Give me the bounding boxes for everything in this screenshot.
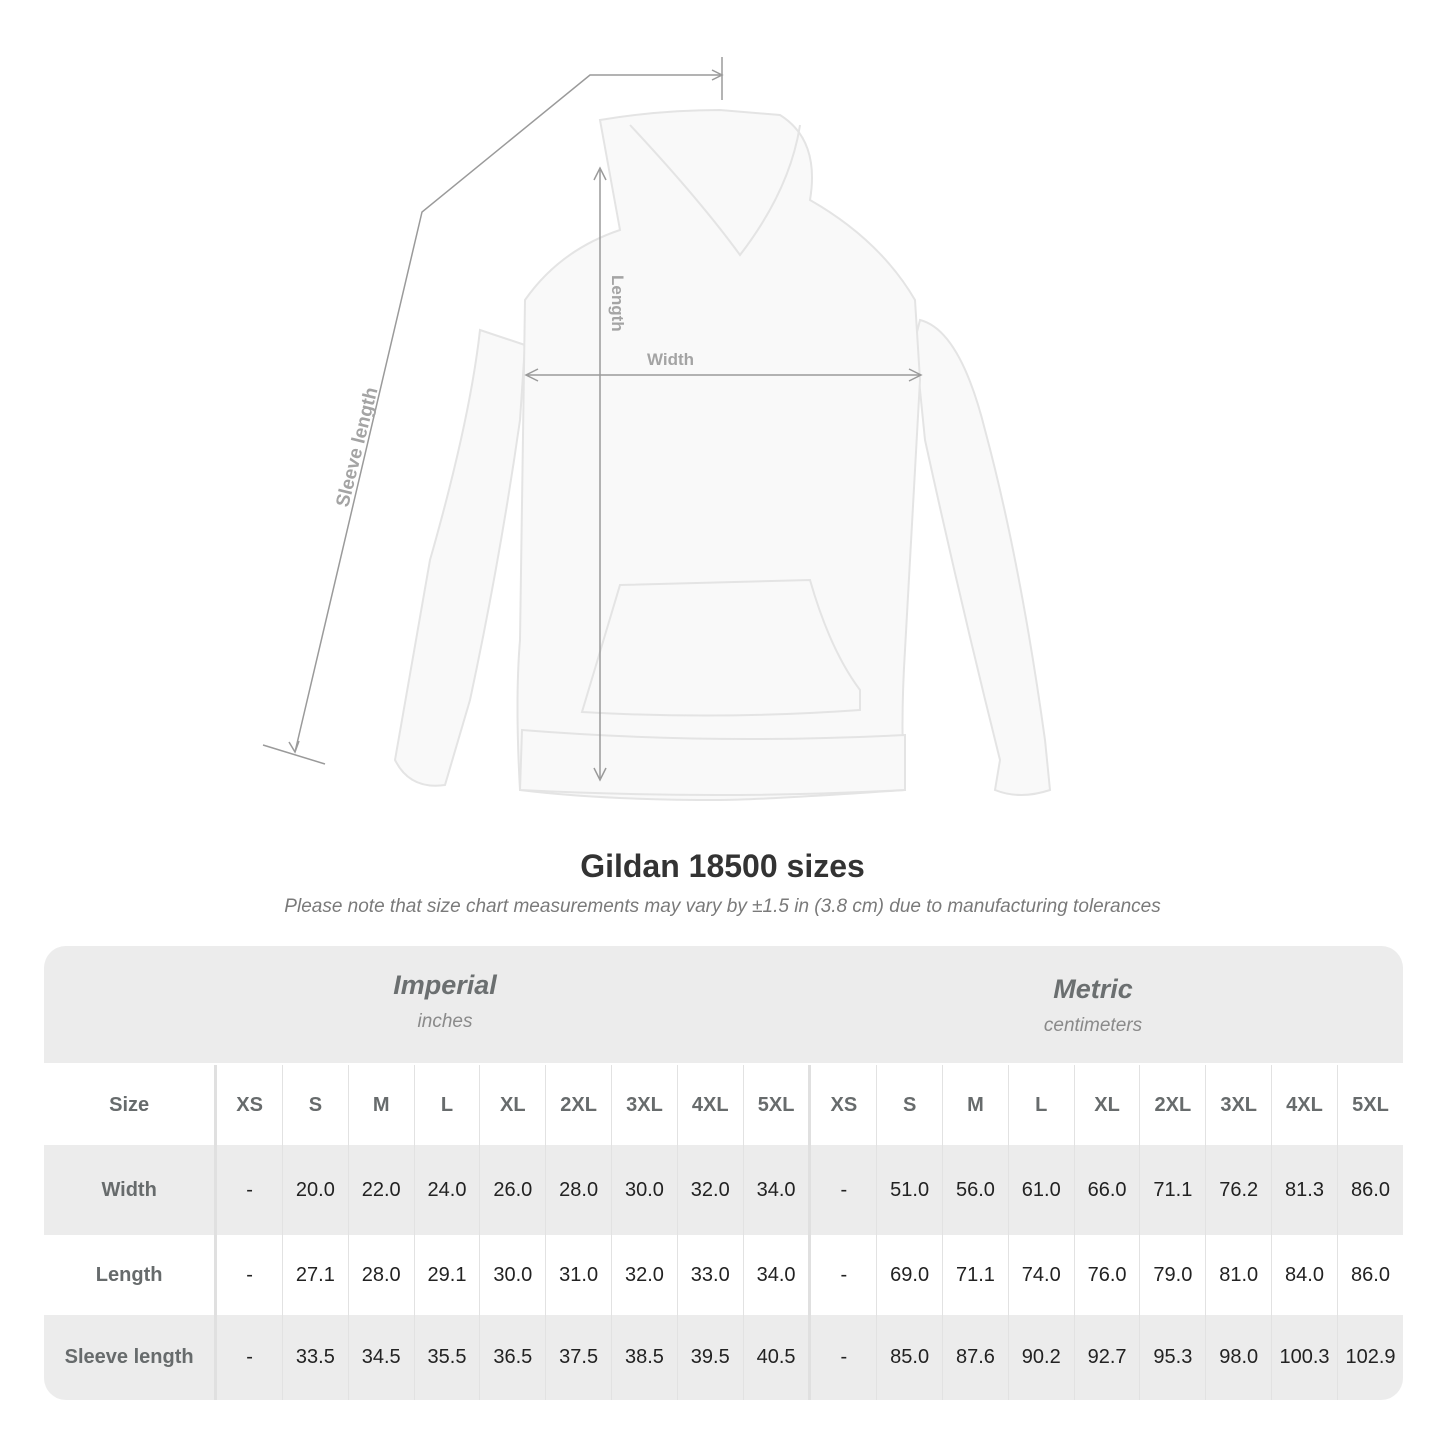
size-header: L [413, 1065, 480, 1145]
unit-header-band [44, 946, 1403, 1063]
size-header: 5XL [742, 1065, 810, 1145]
metric-value: 90.2 [1007, 1315, 1075, 1400]
metric-value: 74.0 [1007, 1235, 1075, 1315]
hoodie [393, 108, 1052, 802]
imperial-value: 33.0 [676, 1235, 744, 1315]
imperial-value: 37.5 [545, 1315, 612, 1400]
size-header: 2XL [545, 1065, 612, 1145]
imperial-value: 31.0 [545, 1235, 612, 1315]
metric-value: 69.0 [876, 1235, 943, 1315]
metric-value: 66.0 [1073, 1145, 1140, 1235]
metric-value: 85.0 [876, 1315, 943, 1400]
metric-value: 92.7 [1073, 1315, 1140, 1400]
metric-value: 51.0 [876, 1145, 943, 1235]
metric-value: 86.0 [1336, 1235, 1403, 1315]
imperial-value: 26.0 [479, 1145, 546, 1235]
metric-value: - [808, 1145, 877, 1235]
imperial-value: 40.5 [742, 1315, 810, 1400]
size-header: 2XL [1139, 1065, 1206, 1145]
imperial-value: - [215, 1235, 283, 1315]
imperial-value: 30.0 [611, 1145, 678, 1235]
metric-value: 102.9 [1336, 1315, 1403, 1400]
metric-value: 76.0 [1073, 1235, 1140, 1315]
imperial-value: 30.0 [479, 1235, 546, 1315]
imperial-value: 22.0 [347, 1145, 415, 1235]
size-header: S [281, 1065, 349, 1145]
metric-value: 81.0 [1205, 1235, 1272, 1315]
imperial-value: - [215, 1145, 283, 1235]
chart-title: Gildan 18500 sizes [580, 848, 865, 884]
size-header: XL [479, 1065, 546, 1145]
table-row: Length -27.1 28.0 29.1 30.0 31.0 32.0 33.0 34.0-… [44, 1235, 1403, 1315]
imperial-value: 27.1 [281, 1235, 349, 1315]
metric-value: 95.3 [1139, 1315, 1206, 1400]
metric-value: 76.2 [1205, 1145, 1272, 1235]
tolerance-note: Please note that size chart measurements… [284, 896, 1161, 917]
metric-value: 56.0 [942, 1145, 1009, 1235]
size-header: S [876, 1065, 943, 1145]
metric-header: Metric centimeters [1043, 974, 1143, 1036]
size-header: XS [808, 1065, 877, 1145]
size-header: XL [1073, 1065, 1140, 1145]
metric-value: - [808, 1235, 877, 1315]
metric-value: 84.0 [1271, 1235, 1338, 1315]
imperial-value: 36.5 [479, 1315, 546, 1400]
width-label: Width [647, 350, 694, 369]
size-header: M [942, 1065, 1009, 1145]
imperial-value: 38.5 [611, 1315, 678, 1400]
sleeve-length-label: Sleeve length [332, 385, 382, 509]
imperial-value: 32.0 [611, 1235, 678, 1315]
imperial-value: 34.5 [347, 1315, 415, 1400]
size-header: L [1007, 1065, 1075, 1145]
size-header-row: Size XS S M L XL 2XL 3XL 4XL 5XL XS S M L XL 2XL 3XL 4XL 5… [44, 1065, 1403, 1145]
size-table: Size XS S M L XL 2XL 3XL 4XL 5XL XS S M L XL 2XL 3XL 4XL 5… [44, 1065, 1403, 1400]
size-header: M [347, 1065, 415, 1145]
metric-value: 79.0 [1139, 1235, 1206, 1315]
imperial-value: 33.5 [281, 1315, 349, 1400]
imperial-value: - [215, 1315, 283, 1400]
imperial-value: 24.0 [413, 1145, 480, 1235]
row-label: Length [44, 1235, 218, 1315]
imperial-value: 32.0 [676, 1145, 744, 1235]
metric-value: 87.6 [942, 1315, 1009, 1400]
dimension-lines [262, 57, 923, 782]
imperial-value: 39.5 [676, 1315, 744, 1400]
metric-value: 100.3 [1271, 1315, 1338, 1400]
size-header: 4XL [1271, 1065, 1338, 1145]
length-label: Length [608, 275, 627, 332]
table-row: Width -20.0 22.0 24.0 26.0 28.0 30.0 32.0 34.0-5… [44, 1145, 1403, 1235]
metric-value: 71.1 [942, 1235, 1009, 1315]
table-row: Sleeve length -33.5 34.5 35.5 36.5 37.5 38.5 39… [44, 1315, 1403, 1400]
imperial-header: Imperial inches [393, 970, 497, 1032]
hoodie-illustration: Sleeve length Length Width [262, 57, 1052, 802]
imperial-value: 34.0 [742, 1145, 810, 1235]
metric-value: 61.0 [1007, 1145, 1075, 1235]
sleeve-length-line [294, 74, 720, 753]
metric-value: 98.0 [1205, 1315, 1272, 1400]
imperial-value: 20.0 [281, 1145, 349, 1235]
size-header: 5XL [1336, 1065, 1403, 1145]
row-label: Width [44, 1145, 218, 1235]
size-header: XS [215, 1065, 283, 1145]
size-label: Size [44, 1065, 218, 1145]
imperial-value: 28.0 [545, 1145, 612, 1235]
imperial-value: 29.1 [413, 1235, 480, 1315]
row-label: Sleeve length [44, 1315, 218, 1400]
metric-value: 81.3 [1271, 1145, 1338, 1235]
size-header: 3XL [611, 1065, 678, 1145]
imperial-value: 28.0 [347, 1235, 415, 1315]
metric-value: 71.1 [1139, 1145, 1206, 1235]
size-header: 3XL [1205, 1065, 1272, 1145]
size-header: 4XL [676, 1065, 744, 1145]
metric-value: - [808, 1315, 877, 1400]
imperial-value: 35.5 [413, 1315, 480, 1400]
size-table-card: Imperial inches Metric centimeters Size X… [44, 946, 1403, 1400]
imperial-value: 34.0 [742, 1235, 810, 1315]
metric-value: 86.0 [1336, 1145, 1403, 1235]
